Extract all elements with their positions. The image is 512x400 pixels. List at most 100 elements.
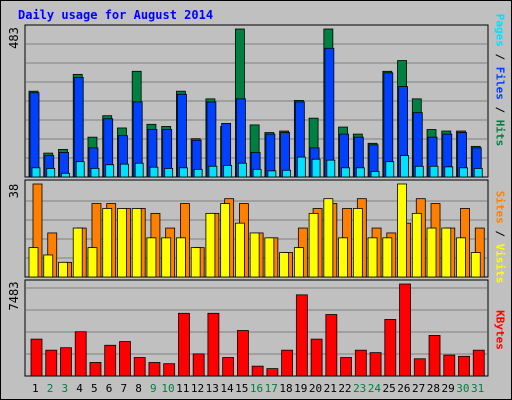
files-bar-day-21 xyxy=(324,47,335,178)
sites-bar-day-27 xyxy=(411,212,422,278)
day-tick-label: 11 xyxy=(176,382,189,395)
day-tick-label: 29 xyxy=(442,382,455,395)
kbytes-bar-day-16 xyxy=(251,365,264,377)
sites-bar-day-24 xyxy=(367,237,378,278)
sites-bar-day-25 xyxy=(382,237,393,278)
day-tick-label: 17 xyxy=(265,382,278,395)
kbytes-bar-day-28 xyxy=(428,335,441,377)
kbytes-bar-day-23 xyxy=(354,349,367,377)
kbytes-bar-day-29 xyxy=(443,354,456,377)
sites-bar-day-26 xyxy=(397,183,407,278)
kbytes-bar-day-9 xyxy=(148,362,161,377)
day-tick-label: 12 xyxy=(191,382,204,395)
pages-bar-day-24 xyxy=(370,171,380,178)
day-tick-label: 4 xyxy=(76,382,83,395)
files-bar-day-13 xyxy=(206,101,217,178)
pages-bar-day-31 xyxy=(473,168,483,178)
pages-bar-day-15 xyxy=(237,162,247,178)
kbytes-bar-day-19 xyxy=(295,294,308,377)
kbytes-bar-day-24 xyxy=(369,352,382,377)
kbytes-bar-day-30 xyxy=(458,355,470,377)
day-tick-label: 10 xyxy=(161,382,174,395)
sites-bar-day-9 xyxy=(146,237,157,278)
pages-bar-day-3 xyxy=(61,172,70,178)
pages-bar-day-5 xyxy=(90,168,100,178)
day-tick-label: 8 xyxy=(135,382,142,395)
sites-bar-day-11 xyxy=(176,237,186,278)
pages-bar-day-8 xyxy=(134,162,144,178)
pages-bar-day-13 xyxy=(208,165,218,178)
day-tick-label: 3 xyxy=(62,382,69,395)
pages-bar-day-22 xyxy=(341,167,350,178)
sites-bar-day-13 xyxy=(205,212,216,278)
day-tick-label: 19 xyxy=(294,382,307,395)
day-tick-label: 15 xyxy=(235,382,248,395)
kbytes-bar-day-4 xyxy=(74,331,87,377)
kbytes-bar-day-20 xyxy=(310,338,323,377)
kbytes-bar-day-22 xyxy=(340,357,352,377)
pages-bar-day-25 xyxy=(385,161,395,178)
kbytes-bar-day-2 xyxy=(45,349,58,377)
pages-bar-day-27 xyxy=(414,165,424,178)
day-tick-label: 31 xyxy=(471,382,484,395)
day-tick-label: 26 xyxy=(397,382,410,395)
files-bar-day-1 xyxy=(29,92,40,178)
sites-bar-day-2 xyxy=(43,254,54,278)
pages-bar-day-19 xyxy=(296,156,306,178)
sites-bar-day-4 xyxy=(72,227,83,278)
kbytes-bar-day-1 xyxy=(30,338,43,377)
pages-bar-day-2 xyxy=(46,168,56,178)
kbytes-bar-day-18 xyxy=(281,349,294,377)
sites-bar-day-19 xyxy=(293,247,304,278)
day-tick-label: 18 xyxy=(279,382,292,395)
pages-bar-day-11 xyxy=(179,167,188,178)
day-tick-label: 20 xyxy=(309,382,322,395)
pages-bar-day-14 xyxy=(223,164,233,178)
files-bar-day-11 xyxy=(177,93,187,178)
day-tick-label: 22 xyxy=(338,382,351,395)
sites-bar-day-8 xyxy=(131,208,142,278)
pages-bar-day-21 xyxy=(326,159,336,178)
day-tick-label: 9 xyxy=(150,382,157,395)
pages-bar-day-17 xyxy=(267,170,277,178)
day-tick-label: 14 xyxy=(220,382,234,395)
kbytes-bar-day-15 xyxy=(236,330,249,377)
sites-bar-day-22 xyxy=(338,237,348,278)
sites-bar-day-14 xyxy=(220,203,231,278)
kbytes-bar-day-10 xyxy=(163,363,176,377)
pages-bar-day-20 xyxy=(311,158,321,178)
kbytes-bar-day-12 xyxy=(192,353,205,377)
kbytes-bar-day-27 xyxy=(413,358,426,377)
sites-bar-day-20 xyxy=(308,212,319,278)
day-tick-label: 1 xyxy=(32,382,39,395)
sites-bar-day-15 xyxy=(234,222,245,278)
kbytes-bar-day-17 xyxy=(266,368,279,377)
day-tick-label: 13 xyxy=(206,382,219,395)
kbytes-bar-day-3 xyxy=(60,347,72,377)
day-tick-label: 7 xyxy=(121,382,128,395)
kbytes-bar-day-11 xyxy=(178,312,190,377)
sites-bar-day-28 xyxy=(426,227,437,278)
pages-bar-day-26 xyxy=(400,155,409,178)
sites-bar-day-17 xyxy=(264,237,275,278)
sites-bar-day-16 xyxy=(249,232,260,278)
kbytes-bar-day-14 xyxy=(222,357,235,377)
day-tick-label: 23 xyxy=(353,382,366,395)
pages-bar-day-6 xyxy=(105,164,115,178)
sites-bar-day-18 xyxy=(279,252,290,278)
pages-bar-day-30 xyxy=(459,167,468,178)
sites-bar-day-3 xyxy=(58,261,68,278)
sites-bar-day-31 xyxy=(470,252,481,278)
sites-bar-day-29 xyxy=(441,227,452,278)
day-tick-label: 27 xyxy=(412,382,425,395)
kbytes-bar-day-26 xyxy=(399,283,411,377)
pages-bar-day-7 xyxy=(120,163,129,178)
pages-bar-day-12 xyxy=(193,168,203,178)
day-tick-label: 16 xyxy=(250,382,263,395)
sites-bar-day-1 xyxy=(28,247,39,278)
kbytes-bar-day-13 xyxy=(207,312,220,377)
sites-bar-day-30 xyxy=(456,237,466,278)
kbytes-bar-day-7 xyxy=(119,341,131,377)
day-tick-label: 28 xyxy=(427,382,440,395)
